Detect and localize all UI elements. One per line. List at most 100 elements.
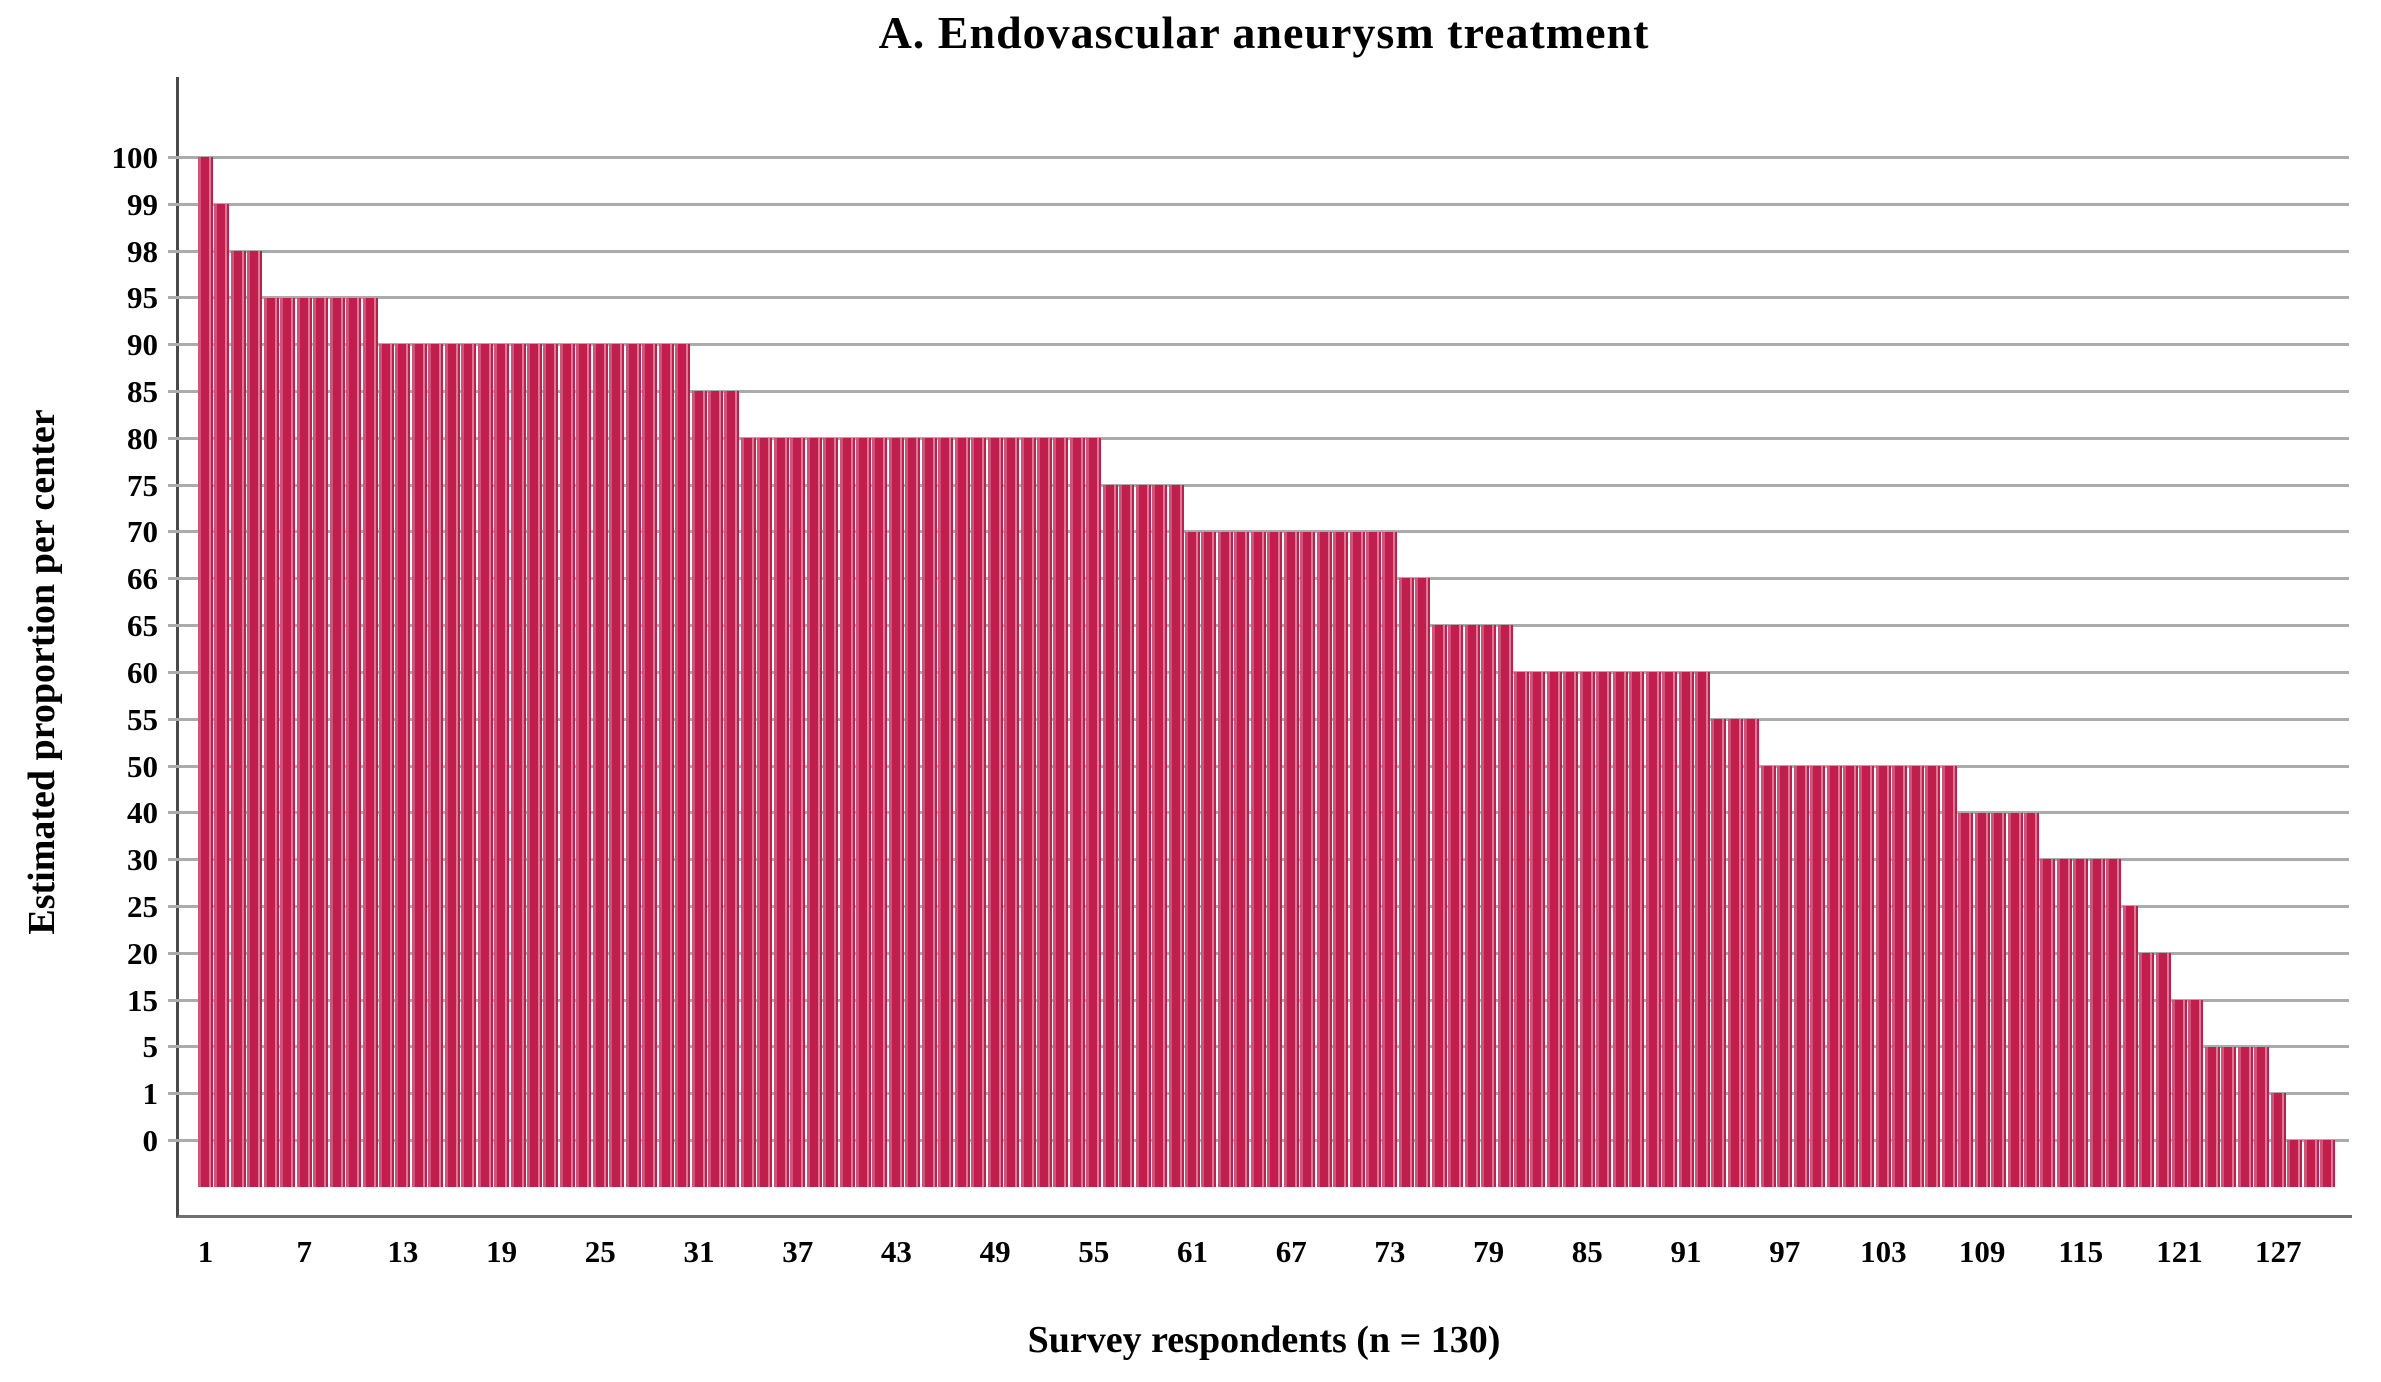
x-tick-label-79: 79 [1473,1234,1505,1269]
bar-respondent-49 [987,438,1003,1187]
bar-respondent-22 [543,344,559,1187]
bar-respondent-33 [724,391,740,1187]
bar-respondent-80 [1497,625,1513,1187]
bar-respondent-75 [1415,578,1431,1187]
bar-respondent-39 [823,438,839,1187]
bar-respondent-20 [510,344,526,1187]
bar-respondent-51 [1020,438,1036,1187]
bar-respondent-76 [1431,625,1447,1187]
bar-respondent-57 [1119,485,1135,1187]
bar-respondent-110 [1991,813,2007,1187]
y-tick-label-5: 5 [142,1029,159,1065]
bar-respondent-117 [2106,859,2122,1187]
bar-respondent-87 [1612,672,1628,1187]
bar-respondent-98 [1793,766,1809,1187]
bar-respondent-109 [1974,813,1990,1187]
x-tick-label-19: 19 [486,1234,518,1269]
bar-respondent-46 [938,438,954,1187]
bar-respondent-82 [1530,672,1546,1187]
bar-respondent-44 [905,438,921,1187]
y-tick-label-65: 65 [127,608,158,644]
bar-respondent-1 [198,157,213,1187]
bar-respondent-85 [1579,672,1595,1187]
chart-title: A. Endovascular aneurysm treatment [878,7,1650,58]
bar-respondent-15 [428,344,444,1187]
bar-respondent-45 [921,438,937,1187]
bar-respondent-120 [2155,953,2171,1187]
gridline-y-95 [168,296,2349,300]
y-tick-label-1: 1 [142,1076,159,1112]
bar-respondent-123 [2204,1047,2220,1187]
y-tick-label-25: 25 [127,888,158,924]
gridline-y-85 [168,390,2349,394]
bar-respondent-11 [362,298,378,1187]
bar-respondent-112 [2023,813,2039,1187]
bar-respondent-95 [1744,719,1760,1187]
bar-respondent-13 [395,344,411,1187]
gridline-y-80 [168,436,2349,440]
x-tick-label-127: 127 [2254,1234,2302,1269]
bar-respondent-30 [675,344,691,1187]
bar-respondent-125 [2237,1047,2253,1187]
bar-respondent-9 [329,298,345,1187]
bar-respondent-70 [1333,532,1349,1187]
bar-respondent-94 [1727,719,1743,1187]
bar-respondent-104 [1892,766,1908,1187]
bar-respondent-3 [230,251,246,1187]
bar-respondent-36 [773,438,789,1187]
bar-respondent-14 [411,344,427,1187]
bar-respondent-28 [642,344,658,1187]
bar-respondent-130 [2320,1140,2336,1187]
gridline-y-100 [168,156,2349,159]
bar-respondent-23 [559,344,575,1187]
x-tick-label-67: 67 [1275,1234,1307,1269]
y-tick-label-55: 55 [127,701,158,737]
gridline-y-90 [168,343,2349,347]
x-tick-label-1: 1 [197,1234,214,1269]
bar-respondent-72 [1365,532,1381,1187]
bar-respondent-37 [790,438,806,1187]
x-axis-title: Survey respondents (n = 130) [1027,1319,1501,1361]
bar-respondent-90 [1662,672,1678,1187]
bar-respondent-88 [1629,672,1645,1187]
bar-respondent-69 [1316,532,1332,1187]
bar-respondent-7 [296,298,312,1187]
bar-respondent-50 [1004,438,1020,1187]
bar-respondent-105 [1908,766,1924,1187]
bar-respondent-68 [1300,532,1316,1187]
bar-respondent-79 [1481,625,1497,1187]
bar-respondent-83 [1546,672,1562,1187]
bar-respondent-56 [1102,485,1118,1187]
y-tick-label-66: 66 [127,561,158,597]
bar-respondent-96 [1760,766,1776,1187]
bar-respondent-128 [2287,1140,2303,1187]
x-tick-label-7: 7 [296,1234,312,1269]
y-tick-label-20: 20 [127,935,158,971]
x-tick-label-25: 25 [584,1234,616,1269]
bar-respondent-78 [1464,625,1480,1187]
bar-respondent-118 [2122,906,2138,1187]
x-tick-label-43: 43 [880,1234,912,1269]
bar-respondent-12 [378,344,394,1187]
bar-respondent-34 [740,438,756,1187]
bar-respondent-8 [313,298,329,1187]
y-tick-label-98: 98 [127,233,158,269]
y-tick-label-75: 75 [127,467,158,503]
bar-respondent-2 [214,204,230,1187]
x-tick-label-13: 13 [387,1234,419,1269]
x-tick-label-49: 49 [979,1234,1011,1269]
y-tick-label-50: 50 [127,748,158,784]
x-tick-label-61: 61 [1177,1234,1208,1269]
bar-respondent-93 [1711,719,1727,1187]
x-tick-label-55: 55 [1078,1234,1110,1269]
y-tick-label-90: 90 [127,327,158,363]
x-tick-label-97: 97 [1769,1234,1801,1269]
bar-respondent-18 [477,344,493,1187]
bar-respondent-19 [494,344,510,1187]
x-tick-label-31: 31 [683,1234,715,1269]
y-tick-label-99: 99 [127,186,158,222]
y-tick-label-15: 15 [127,982,158,1018]
bar-respondent-10 [346,298,362,1187]
y-tick-label-80: 80 [127,420,158,456]
bar-respondent-101 [1843,766,1858,1187]
